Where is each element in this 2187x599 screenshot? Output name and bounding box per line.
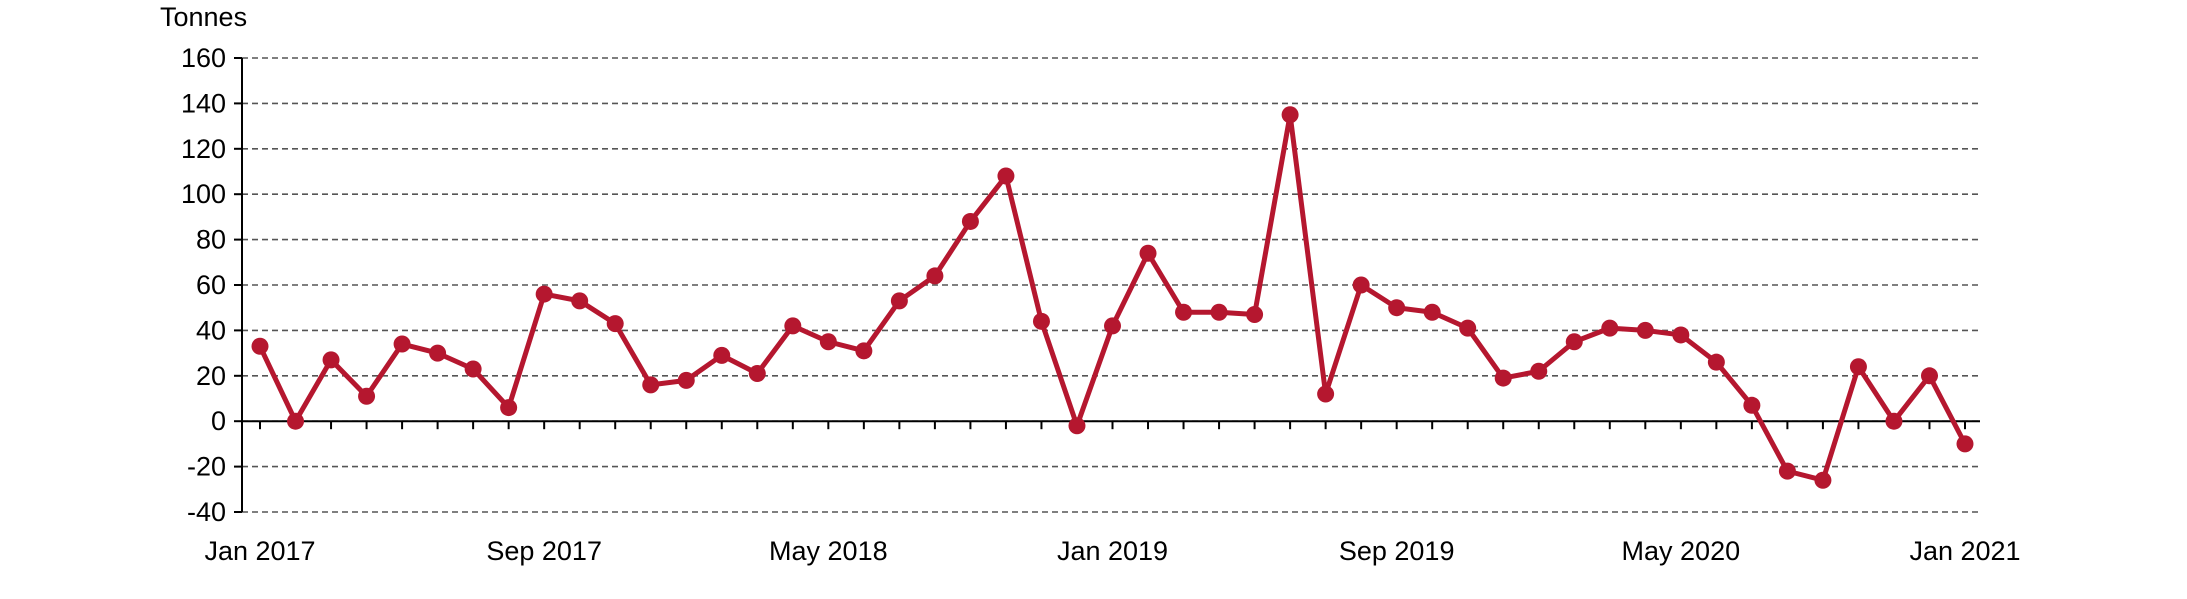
data-point <box>1530 362 1548 380</box>
data-point <box>1459 319 1477 337</box>
data-point <box>393 335 411 353</box>
y-tick-label: 20 <box>196 361 226 391</box>
data-point <box>1814 471 1832 489</box>
data-point <box>819 333 837 351</box>
data-point <box>1068 417 1086 435</box>
y-tick-label: 140 <box>181 88 226 118</box>
data-point <box>1032 312 1050 330</box>
data-point <box>997 167 1015 185</box>
y-tick-label: 80 <box>196 225 226 255</box>
data-point <box>1210 303 1228 321</box>
data-point <box>571 292 589 310</box>
data-point <box>961 212 979 230</box>
data-point <box>784 317 802 335</box>
data-point <box>1352 276 1370 294</box>
gridlines <box>234 57 1980 513</box>
x-tick-label: Jan 2019 <box>1057 536 1168 566</box>
data-point <box>1743 396 1761 414</box>
data-point <box>1707 353 1725 371</box>
x-tick-label: May 2020 <box>1622 536 1741 566</box>
x-ticks: Jan 2017 Sep 2017 May 2018 Jan 2019 Sep 2019… <box>204 421 2021 566</box>
series-tonnes <box>251 106 1974 489</box>
y-tick-label: 120 <box>181 134 226 164</box>
data-point <box>251 337 269 355</box>
y-tick-label: 60 <box>196 270 226 300</box>
y-tick-label: -20 <box>187 452 226 482</box>
y-tick-label: -40 <box>187 497 226 527</box>
data-point <box>1920 367 1938 385</box>
y-tick-labels: -40 -20 0 20 40 60 80 100 120 140 160 <box>181 43 226 527</box>
data-point <box>1281 106 1299 124</box>
y-tick-label: 40 <box>196 315 226 345</box>
data-point <box>464 360 482 378</box>
data-point <box>1956 435 1974 453</box>
data-point <box>855 342 873 360</box>
y-tick-label: 0 <box>211 406 226 436</box>
x-tick-label: Sep 2019 <box>1339 536 1455 566</box>
data-point <box>926 267 944 285</box>
data-point <box>1778 462 1796 480</box>
x-tick-label: May 2018 <box>769 536 888 566</box>
x-tick-label: Sep 2017 <box>486 536 602 566</box>
y-tick-label: 100 <box>181 179 226 209</box>
y-axis-title: Tonnes <box>160 2 247 32</box>
data-point <box>287 412 305 430</box>
data-point <box>606 315 624 333</box>
data-point <box>1885 412 1903 430</box>
data-point <box>1246 306 1264 324</box>
data-point <box>1636 321 1654 339</box>
data-point <box>429 344 447 362</box>
x-tick-label: Jan 2017 <box>204 536 315 566</box>
data-point <box>1601 319 1619 337</box>
data-point <box>1104 317 1121 335</box>
axes <box>241 58 1980 512</box>
data-point <box>322 351 340 369</box>
data-point <box>1388 299 1406 317</box>
data-point <box>500 399 518 417</box>
data-point <box>535 285 553 303</box>
data-point <box>1175 303 1193 321</box>
data-point <box>1849 358 1867 376</box>
data-point <box>890 292 908 310</box>
y-tick-label: 160 <box>181 43 226 73</box>
data-point <box>1494 369 1512 387</box>
data-point <box>713 346 731 364</box>
data-point <box>677 371 695 389</box>
data-point <box>748 365 766 383</box>
data-point <box>1139 244 1157 262</box>
data-point <box>1423 303 1441 321</box>
data-point <box>1565 333 1583 351</box>
data-point <box>1317 385 1335 403</box>
x-tick-label: Jan 2021 <box>1909 536 2020 566</box>
data-point <box>642 376 660 394</box>
data-point <box>358 387 376 405</box>
data-point <box>1672 326 1690 344</box>
